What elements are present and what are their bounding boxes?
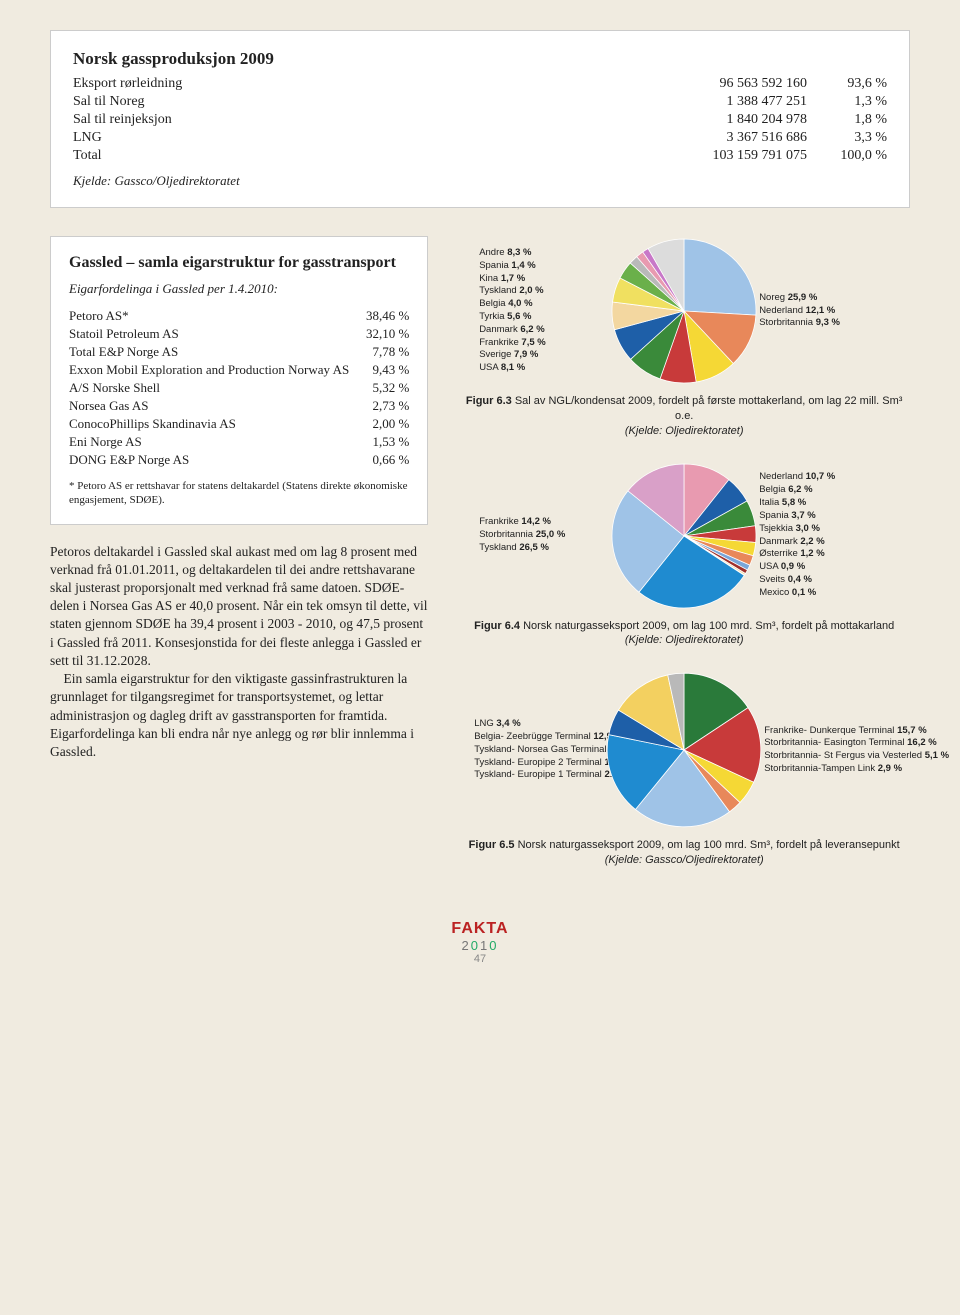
gas-production-table: Eksport rørleidning96 563 592 16093,6 %S…	[73, 75, 887, 165]
chart-label: Nederland 12,1 %	[759, 305, 889, 318]
chart-label: Storbritannia- Easington Terminal 16,2 %	[764, 737, 894, 750]
table-row: A/S Norske Shell5,32 %	[69, 379, 409, 397]
body-text: Petoros deltakardel i Gassled skal aukas…	[50, 543, 428, 762]
chart-label: Storbritannia-Tampen Link 2,9 %	[764, 763, 894, 776]
chart-label: Tyskland- Europipe 2 Terminal 17,3 %	[474, 757, 604, 770]
ownership-box: Gassled – samla eigarstruktur for gasstr…	[50, 236, 428, 525]
page-footer: FAKTA 2010 47	[50, 920, 910, 965]
table-row: Norsea Gas AS2,73 %	[69, 397, 409, 415]
chart-label: Nederland 10,7 %	[759, 471, 889, 484]
chart65-left-labels: LNG 3,4 %Belgia- Zeebrügge Terminal 12,9…	[474, 718, 604, 782]
table-row: Total E&P Norge AS7,78 %	[69, 343, 409, 361]
chart-label: Storbritannia 25,0 %	[479, 529, 609, 542]
box1-source: Kjelde: Gassco/Oljedirektoratet	[73, 173, 887, 189]
chart-label: Italia 5,8 %	[759, 497, 889, 510]
pie-chart-65	[604, 670, 764, 830]
chart-label: Tyrkia 5,6 %	[479, 311, 609, 324]
table-row: Total103 159 791 075100,0 %	[73, 147, 887, 165]
chart-label: Mexico 0,1 %	[759, 587, 889, 600]
chart-label: Tyskland 2,0 %	[479, 285, 609, 298]
table-row: Petoro AS*38,46 %	[69, 307, 409, 325]
chart-label: Tsjekkia 3,0 %	[759, 523, 889, 536]
body-p2: Ein samla eigarstruktur for den viktigas…	[50, 670, 428, 761]
chart-label: Storbritannia 9,3 %	[759, 317, 889, 330]
table-row: Sal til reinjeksjon1 840 204 9781,8 %	[73, 111, 887, 129]
chart-label: Tyskland 26,5 %	[479, 542, 609, 555]
chart-label: Tyskland- Norsea Gas Terminal 5,5 %	[474, 744, 604, 757]
table-row: DONG E&P Norge AS0,66 %	[69, 451, 409, 469]
chart64-caption: Figur 6.4 Norsk naturgasseksport 2009, o…	[458, 619, 910, 649]
chart-label: Østerrike 1,2 %	[759, 548, 889, 561]
figure-6-3: Andre 8,3 %Spania 1,4 %Kina 1,7 %Tysklan…	[458, 236, 910, 439]
chart64-left-labels: Frankrike 14,2 %Storbritannia 25,0 %Tysk…	[479, 516, 609, 554]
figure-6-5: LNG 3,4 %Belgia- Zeebrügge Terminal 12,9…	[458, 670, 910, 868]
chart-label: Danmark 6,2 %	[479, 324, 609, 337]
chart-label: Spania 3,7 %	[759, 510, 889, 523]
gas-production-box: Norsk gassproduksjon 2009 Eksport rørlei…	[50, 30, 910, 208]
table-row: Statoil Petroleum AS32,10 %	[69, 325, 409, 343]
footer-year: 2010	[50, 938, 910, 953]
chart-label: Kina 1,7 %	[479, 273, 609, 286]
table-row: ConocoPhillips Skandinavia AS2,00 %	[69, 415, 409, 433]
chart-label: Sveits 0,4 %	[759, 574, 889, 587]
chart-label: Frankrike- Dunkerque Terminal 15,7 %	[764, 725, 894, 738]
chart-label: Danmark 2,2 %	[759, 536, 889, 549]
chart-label: USA 0,9 %	[759, 561, 889, 574]
ownership-table: Petoro AS*38,46 %Statoil Petroleum AS32,…	[69, 307, 409, 469]
body-p1: Petoros deltakardel i Gassled skal aukas…	[50, 543, 428, 671]
chart-label: Storbritannia- St Fergus via Vesterled 5…	[764, 750, 894, 763]
box2-title: Gassled – samla eigarstruktur for gasstr…	[69, 253, 409, 273]
chart-label: Frankrike 7,5 %	[479, 337, 609, 350]
pie-chart-64	[609, 461, 759, 611]
table-row: Eksport rørleidning96 563 592 16093,6 %	[73, 75, 887, 93]
figure-6-4: Frankrike 14,2 %Storbritannia 25,0 %Tysk…	[458, 461, 910, 649]
box2-footnote: * Petoro AS er rettshavar for statens de…	[69, 479, 409, 508]
chart63-right-labels: Noreg 25,9 %Nederland 12,1 %Storbritanni…	[759, 292, 889, 330]
table-row: Sal til Noreg1 388 477 2511,3 %	[73, 93, 887, 111]
chart-label: LNG 3,4 %	[474, 718, 604, 731]
chart64-right-labels: Nederland 10,7 %Belgia 6,2 %Italia 5,8 %…	[759, 471, 889, 599]
chart65-caption: Figur 6.5 Norsk naturgasseksport 2009, o…	[458, 838, 910, 868]
chart-label: Andre 8,3 %	[479, 247, 609, 260]
chart-label: Belgia- Zeebrügge Terminal 12,9 %	[474, 731, 604, 744]
chart-label: Sverige 7,9 %	[479, 349, 609, 362]
footer-page: 47	[50, 953, 910, 965]
table-row: LNG3 367 516 6863,3 %	[73, 129, 887, 147]
chart-label: USA 8,1 %	[479, 362, 609, 375]
chart-label: Spania 1,4 %	[479, 260, 609, 273]
chart-label: Belgia 4,0 %	[479, 298, 609, 311]
table-row: Eni Norge AS1,53 %	[69, 433, 409, 451]
chart-label: Belgia 6,2 %	[759, 484, 889, 497]
box2-subtitle: Eigarfordelinga i Gassled per 1.4.2010:	[69, 281, 409, 297]
pie-chart-63	[609, 236, 759, 386]
chart65-right-labels: Frankrike- Dunkerque Terminal 15,7 %Stor…	[764, 725, 894, 776]
chart-label: Frankrike 14,2 %	[479, 516, 609, 529]
table-row: Exxon Mobil Exploration and Production N…	[69, 361, 409, 379]
chart-label: Tyskland- Europipe 1 Terminal 21,0 %	[474, 769, 604, 782]
chart63-left-labels: Andre 8,3 %Spania 1,4 %Kina 1,7 %Tysklan…	[479, 247, 609, 375]
chart63-caption: Figur 6.3 Sal av NGL/kondensat 2009, for…	[458, 394, 910, 439]
footer-brand: FAKTA	[50, 920, 910, 938]
chart-label: Noreg 25,9 %	[759, 292, 889, 305]
box1-title: Norsk gassproduksjon 2009	[73, 49, 887, 69]
